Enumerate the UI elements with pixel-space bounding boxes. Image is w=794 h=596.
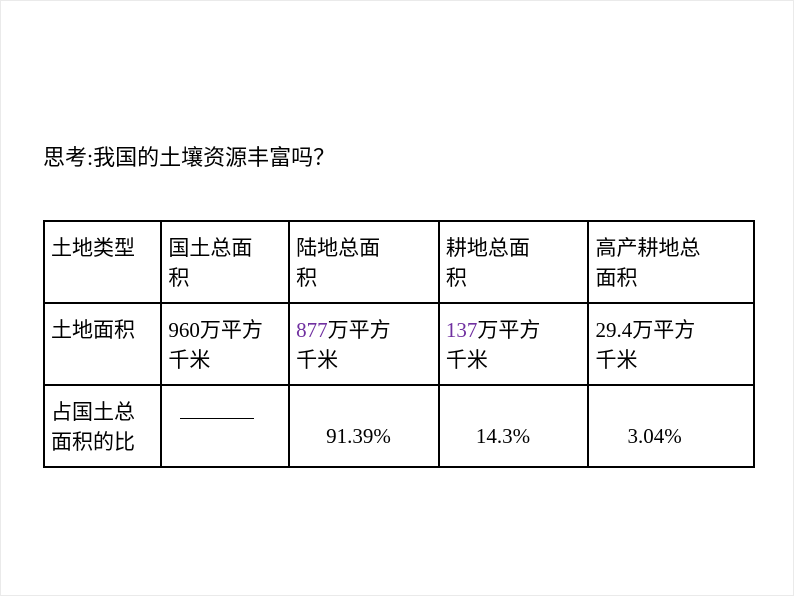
- row-pct-label: 占国土总面积的比: [44, 385, 161, 467]
- header-arable: 耕地总面积: [439, 221, 589, 303]
- header-land: 陆地总面积: [289, 221, 439, 303]
- header-national: 国土总面积: [161, 221, 289, 303]
- table-row-header: 土地类型 国土总面积 陆地总面积 耕地总面积 高产耕地总面积: [44, 221, 754, 303]
- land-table: 土地类型 国土总面积 陆地总面积 耕地总面积 高产耕地总面积 土地面积 960万…: [43, 220, 755, 468]
- cell-national-pct: [161, 385, 289, 467]
- question-text: 我国的土壤资源丰富吗？: [93, 145, 335, 170]
- cell-land-pct: 91.39%: [289, 385, 439, 467]
- table-row-pct: 占国土总面积的比 91.39% 14.3% 3.04%: [44, 385, 754, 467]
- cell-arable-pct: 14.3%: [439, 385, 589, 467]
- header-landtype: 土地类型: [44, 221, 161, 303]
- cell-highyield-pct: 3.04%: [588, 385, 754, 467]
- row-area-label: 土地面积: [44, 303, 161, 385]
- cell-arable-area: 137万平方千米: [439, 303, 589, 385]
- cell-land-area: 877万平方千米: [289, 303, 439, 385]
- blank-line: [180, 418, 254, 419]
- header-highyield: 高产耕地总面积: [588, 221, 754, 303]
- table-row-area: 土地面积 960万平方千米 877万平方千米 137万平方千米 29.4万平方千…: [44, 303, 754, 385]
- cell-highyield-area: 29.4万平方千米: [588, 303, 754, 385]
- slide-content: 思考:我国的土壤资源丰富吗？ 土地类型 国土总面积 陆地总面积 耕地总面积 高产…: [43, 140, 751, 468]
- question-line: 思考:我国的土壤资源丰富吗？: [43, 140, 751, 172]
- cell-national-area: 960万平方千米: [161, 303, 289, 385]
- question-label: 思考:: [43, 145, 93, 170]
